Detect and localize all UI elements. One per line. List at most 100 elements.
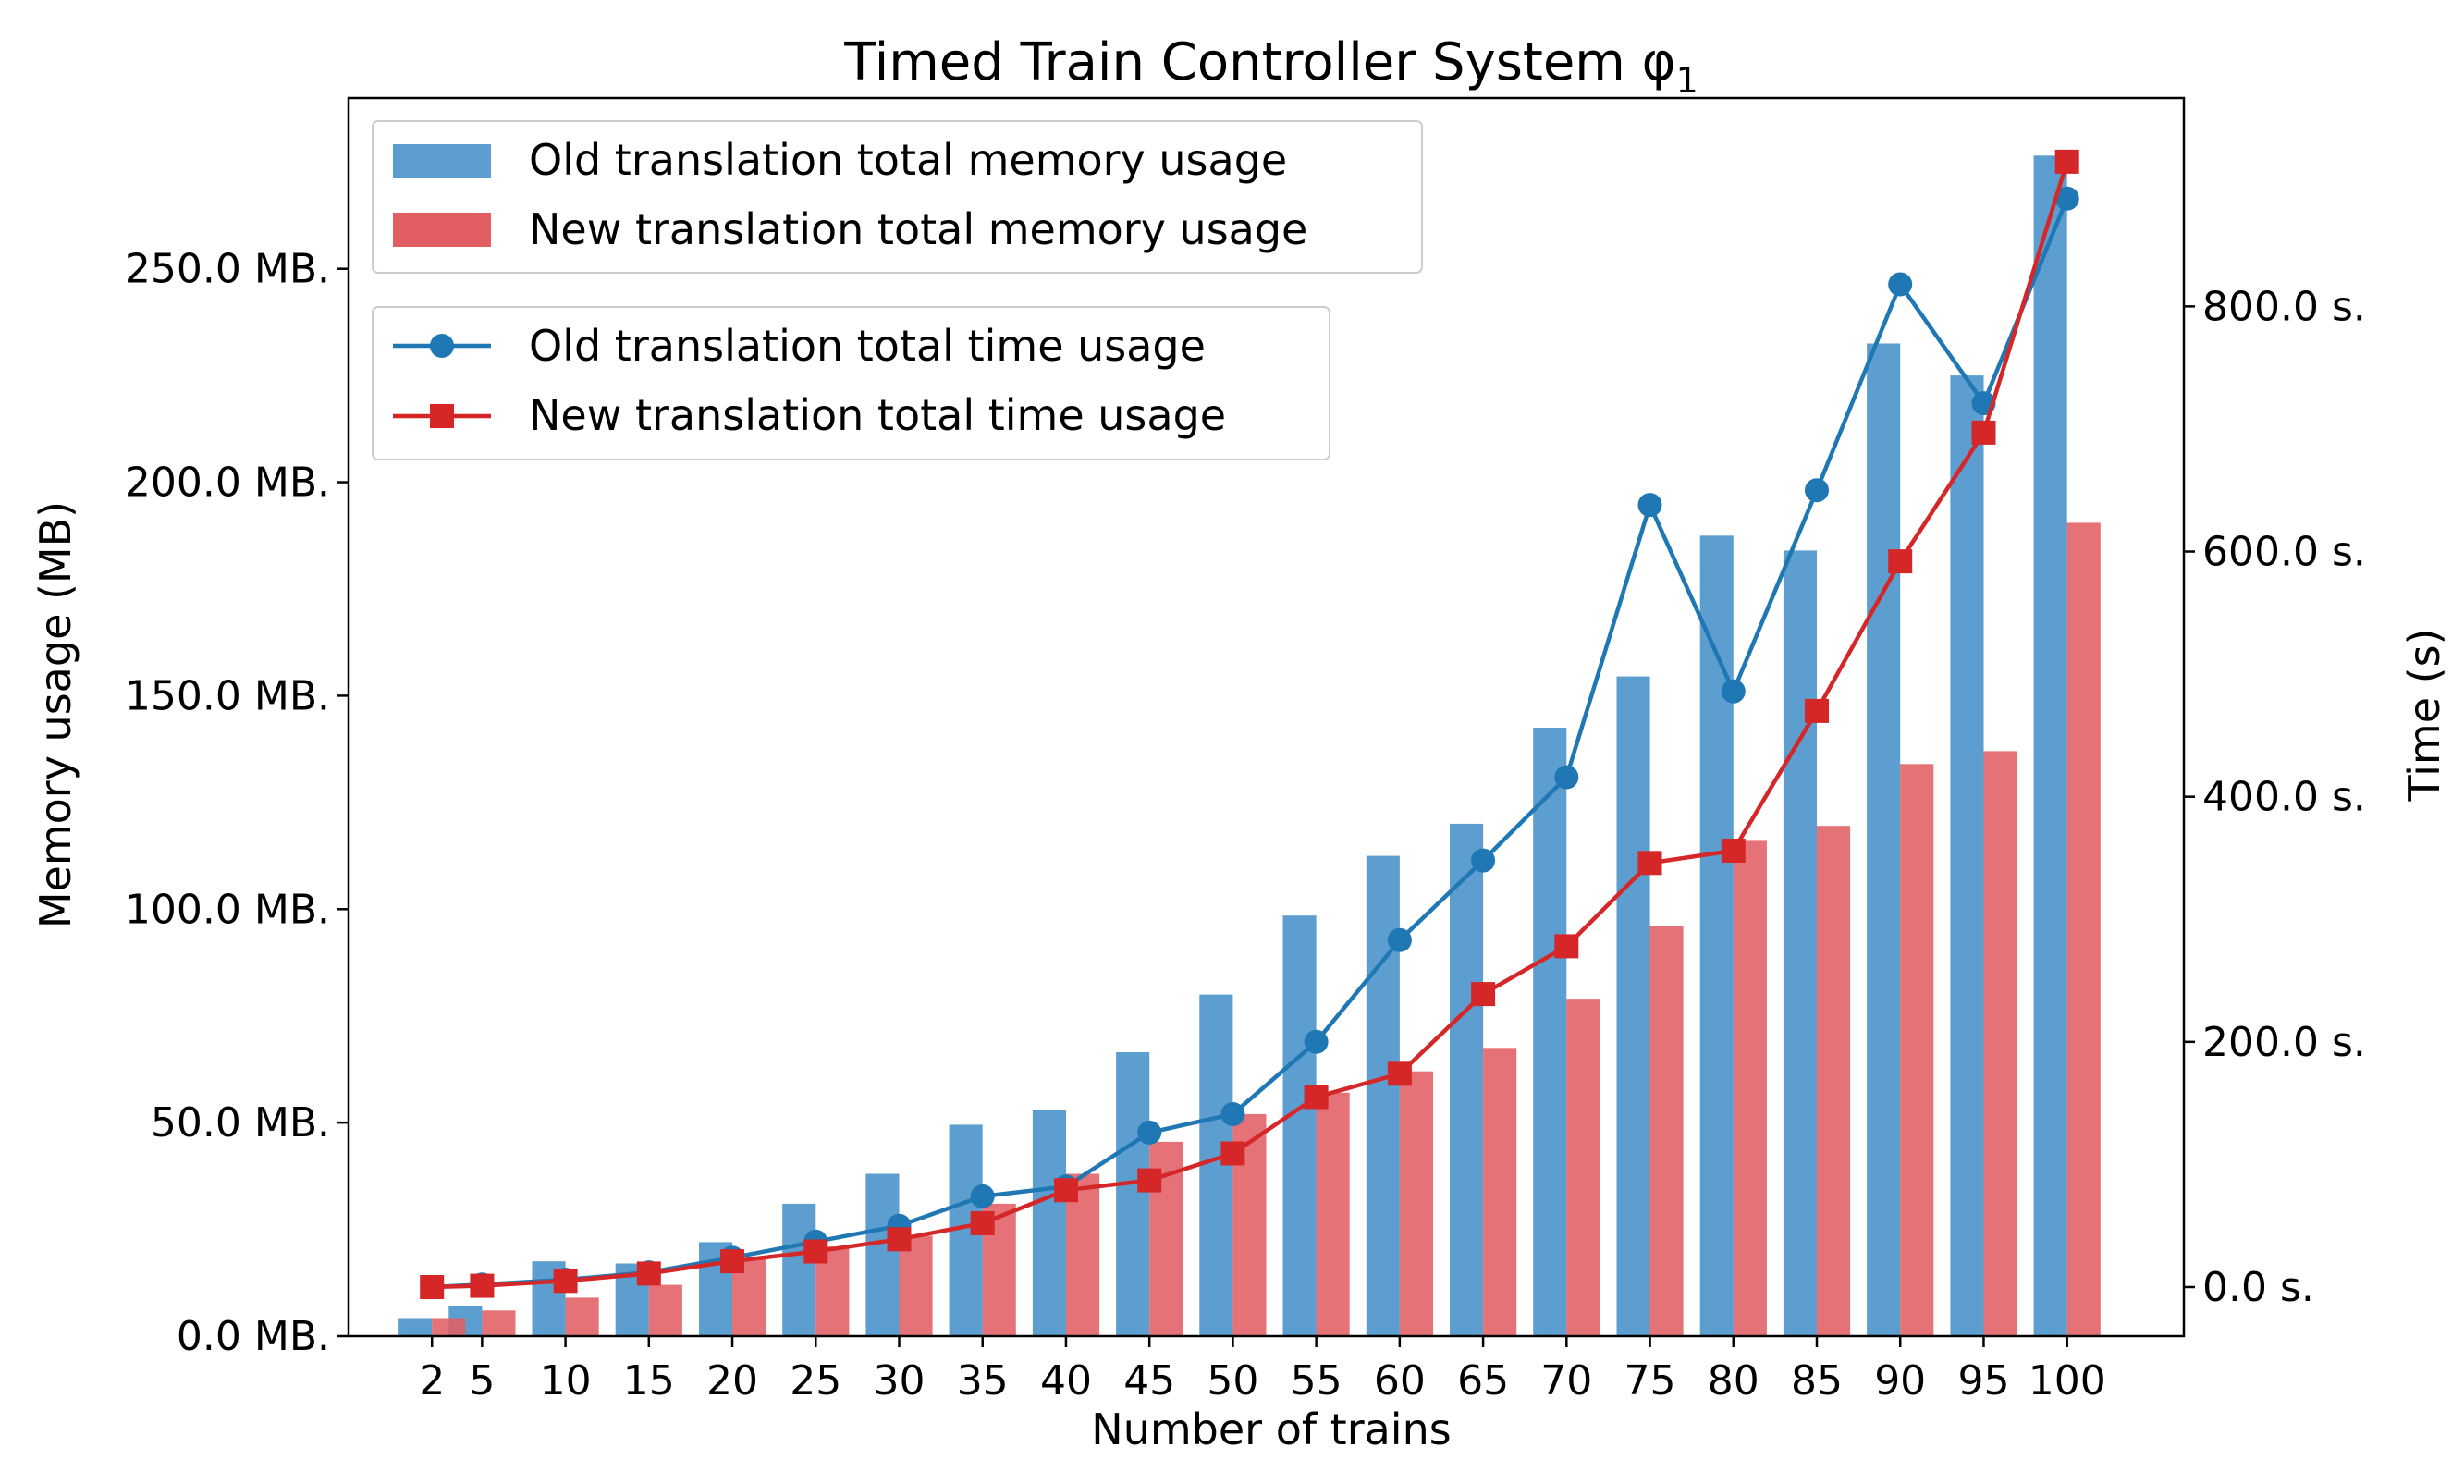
- x-tick-label-5: 5: [469, 1357, 495, 1404]
- bar-old-memory-95: [1950, 375, 1984, 1337]
- bar-new-memory-85: [1817, 826, 1851, 1336]
- y-axis-right-label: Time (s): [2399, 628, 2449, 802]
- y-axis-left-label: Memory usage (MB): [31, 501, 80, 928]
- y-right-tick-label-400: 400.0 s.: [2202, 774, 2366, 821]
- point-new-time-75: [1637, 851, 1662, 876]
- x-tick-label-75: 75: [1624, 1357, 1676, 1404]
- y-right-tick-label-800: 800.0 s.: [2202, 283, 2366, 330]
- x-tick-label-90: 90: [1874, 1357, 1926, 1404]
- x-axis-label: Number of trains: [1091, 1404, 1451, 1454]
- point-new-time-30: [887, 1227, 912, 1252]
- x-tick-label-70: 70: [1540, 1357, 1592, 1404]
- chart-title: Timed Train Controller System φ1: [843, 32, 1698, 101]
- bar-new-memory-15: [648, 1284, 682, 1336]
- x-tick-label-20: 20: [706, 1357, 758, 1404]
- point-old-time-45: [1137, 1120, 1162, 1145]
- point-new-time-15: [636, 1261, 661, 1286]
- x-tick-label-2: 2: [419, 1357, 445, 1404]
- bar-new-memory-5: [482, 1310, 516, 1336]
- bar-new-memory-60: [1399, 1071, 1433, 1336]
- bar-new-memory-100: [2066, 522, 2101, 1336]
- bar-new-memory-95: [1983, 751, 2017, 1336]
- point-new-time-5: [470, 1273, 495, 1298]
- legend-label-old-memory: Old translation total memory usage: [529, 135, 1287, 185]
- legend-label-new-memory: New translation total memory usage: [529, 204, 1307, 254]
- bar-old-memory-80: [1699, 535, 1734, 1336]
- legend-lines-frame: [372, 306, 1330, 460]
- bar-new-memory-55: [1316, 1092, 1350, 1336]
- x-tick-label-55: 55: [1291, 1357, 1342, 1404]
- x-tick-label-100: 100: [2029, 1357, 2106, 1404]
- point-old-time-50: [1220, 1102, 1245, 1126]
- x-tick-label-45: 45: [1123, 1357, 1175, 1404]
- point-old-time-65: [1471, 848, 1496, 873]
- bar-new-memory-80: [1733, 840, 1767, 1336]
- x-tick-label-95: 95: [1958, 1357, 2010, 1404]
- bar-new-memory-90: [1900, 764, 1934, 1336]
- x-tick-label-35: 35: [957, 1357, 1009, 1404]
- point-old-time-60: [1387, 927, 1412, 952]
- point-old-time-80: [1721, 679, 1746, 704]
- bar-old-memory-40: [1032, 1110, 1066, 1336]
- point-new-time-60: [1387, 1061, 1412, 1086]
- point-new-time-25: [803, 1239, 828, 1264]
- chart-title-main: Timed Train Controller System φ: [843, 32, 1675, 92]
- point-new-time-65: [1471, 982, 1496, 1007]
- axis-layer: 2 5 10 15 20 25 30 35 40 45 50 55 60 65 70 75 80 85 90 95 10…: [125, 246, 2366, 1404]
- point-old-time-35: [970, 1184, 995, 1208]
- x-tick-label-10: 10: [540, 1357, 592, 1404]
- y-left-tick-label-250: 250.0 MB.: [125, 246, 330, 293]
- bar-new-memory-70: [1566, 999, 1600, 1336]
- legend-marker-new-time: [430, 404, 454, 428]
- bar-old-memory-45: [1116, 1052, 1150, 1336]
- y-left-tick-label-50: 50.0 MB.: [151, 1099, 330, 1147]
- legend-label-new-time: New translation total time usage: [529, 390, 1226, 440]
- x-tick-label-40: 40: [1040, 1357, 1092, 1404]
- lines-layer: [420, 149, 2079, 1299]
- legend-label-old-time: Old translation total time usage: [529, 321, 1206, 371]
- point-old-time-85: [1805, 478, 1829, 503]
- bar-new-memory-75: [1649, 926, 1684, 1336]
- legend-marker-old-time: [430, 334, 454, 358]
- x-tick-label-65: 65: [1457, 1357, 1509, 1404]
- point-new-time-45: [1137, 1168, 1162, 1193]
- point-new-time-35: [970, 1211, 995, 1235]
- y-right-tick-label-0: 0.0 s.: [2202, 1264, 2314, 1311]
- bar-old-memory-55: [1282, 915, 1317, 1336]
- bar-old-memory-85: [1783, 550, 1817, 1336]
- bar-old-memory-2: [398, 1318, 433, 1336]
- y-left-tick-label-0: 0.0 MB.: [177, 1313, 330, 1360]
- point-old-time-70: [1554, 765, 1579, 790]
- legend-bars: Old translation total memory usage New t…: [372, 120, 1423, 274]
- point-new-time-20: [720, 1249, 744, 1274]
- plot-frame: [347, 96, 2186, 1338]
- point-old-time-75: [1637, 493, 1662, 518]
- legend-bars-frame: [372, 120, 1423, 274]
- bar-old-memory-100: [2033, 155, 2067, 1336]
- point-new-time-90: [1888, 549, 1913, 574]
- y-left-tick-label-150: 150.0 MB.: [125, 672, 330, 719]
- point-old-time-90: [1888, 272, 1913, 297]
- x-tick-label-60: 60: [1374, 1357, 1426, 1404]
- legend-swatch-old-memory: [393, 144, 491, 178]
- bar-old-memory-25: [782, 1203, 816, 1336]
- x-tick-label-50: 50: [1207, 1357, 1258, 1404]
- bar-old-memory-70: [1533, 728, 1567, 1336]
- x-tick-label-85: 85: [1791, 1357, 1843, 1404]
- bar-new-memory-65: [1483, 1048, 1517, 1336]
- point-new-time-70: [1554, 934, 1579, 959]
- bar-new-memory-30: [899, 1235, 933, 1336]
- bar-old-memory-75: [1616, 676, 1650, 1336]
- x-tick-label-80: 80: [1708, 1357, 1759, 1404]
- y-left-tick-label-200: 200.0 MB.: [125, 460, 330, 507]
- point-new-time-80: [1721, 839, 1746, 863]
- bar-old-memory-30: [865, 1173, 900, 1336]
- x-tick-label-15: 15: [623, 1357, 675, 1404]
- point-old-time-55: [1304, 1029, 1329, 1054]
- point-new-time-85: [1805, 698, 1829, 723]
- bar-old-memory-90: [1867, 343, 1901, 1336]
- point-new-time-2: [420, 1275, 445, 1299]
- x-tick-label-25: 25: [790, 1357, 841, 1404]
- point-old-time-100: [2054, 186, 2079, 211]
